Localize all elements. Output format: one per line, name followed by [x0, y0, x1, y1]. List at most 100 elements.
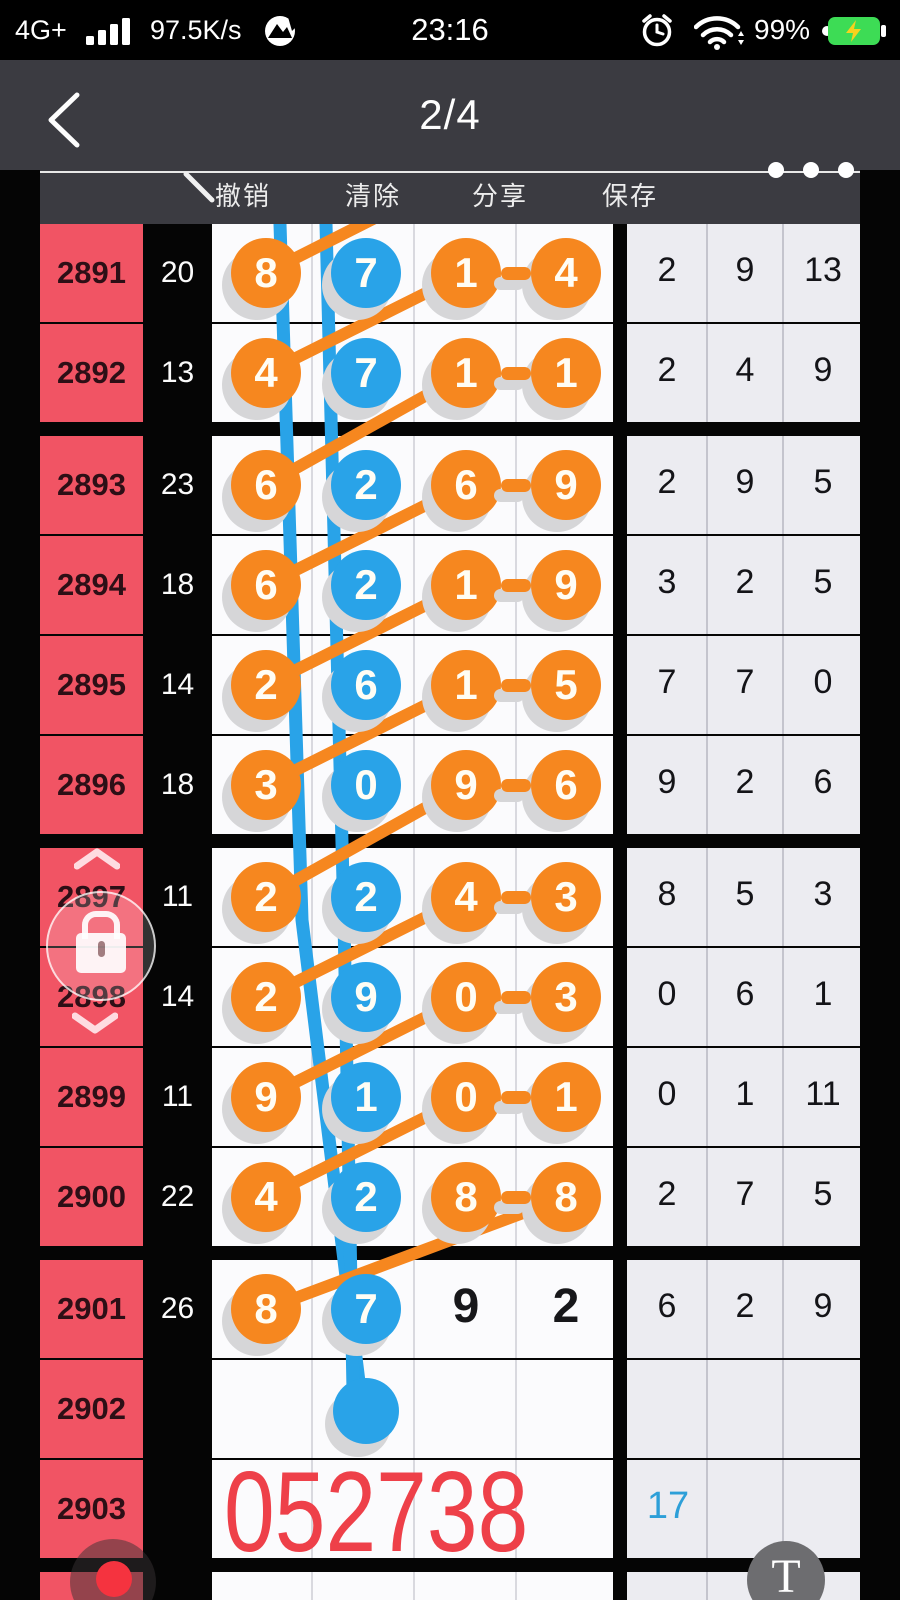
orange-ball: 3	[531, 862, 601, 932]
right-value-cell: 7	[657, 663, 677, 701]
pair-dash-connector	[501, 1191, 531, 1204]
orange-ball: 6	[431, 450, 501, 520]
right-value-cell: 5	[813, 463, 833, 501]
alarm-clock-icon	[642, 14, 672, 47]
ellipsis-dot	[838, 162, 854, 178]
blue-ball: 7	[331, 238, 401, 308]
right-value-cell: 2	[657, 251, 677, 289]
right-value-cell: 3	[657, 563, 677, 601]
right-values-row	[627, 1360, 860, 1458]
right-value-cell: 6	[813, 763, 833, 801]
right-value-cell: 4	[735, 351, 755, 389]
right-value-cell: 6	[735, 975, 755, 1013]
share-button[interactable]: 分享	[472, 181, 529, 211]
right-value-cell: 2	[735, 563, 755, 601]
orange-ball: 8	[231, 1274, 301, 1344]
sum-cell: 23	[160, 468, 195, 501]
right-value-cell: 2	[657, 1175, 677, 1213]
page-indicator-title: 2/4	[419, 91, 481, 138]
sum-cell: 11	[161, 880, 194, 913]
right-value-cell: 9	[813, 351, 833, 389]
period-cell: 2892	[40, 324, 143, 422]
period-cell: 2901	[40, 1260, 143, 1358]
save-button[interactable]: 保存	[602, 181, 659, 211]
orange-ball: 6	[231, 450, 301, 520]
ellipsis-dot	[803, 162, 819, 178]
battery-charging-icon	[822, 17, 886, 45]
orange-ball: 5	[531, 650, 601, 720]
toolbar-divider	[40, 171, 860, 173]
right-value-cell: 2	[735, 1287, 755, 1325]
right-value-cell: 6	[657, 1287, 677, 1325]
right-values-row	[627, 848, 860, 946]
right-values-row	[627, 1260, 860, 1358]
right-value-cell: 9	[735, 463, 755, 501]
pair-dash-connector	[501, 1091, 531, 1104]
period-cell: 2896	[40, 736, 143, 834]
chart-row-strip	[212, 1572, 613, 1600]
lock-scroll-button[interactable]	[46, 891, 156, 1001]
orange-ball: 2	[231, 962, 301, 1032]
period-cell: 2900	[40, 1148, 143, 1246]
pair-dash-connector	[501, 367, 531, 380]
text-tool-button[interactable]: T	[747, 1541, 825, 1600]
blue-ball: 6	[331, 650, 401, 720]
right-value-cell: 5	[813, 1175, 833, 1213]
right-value-cell: 5	[735, 875, 755, 913]
side-value-text: 17	[646, 1485, 690, 1527]
period-cell: 2895	[40, 636, 143, 734]
record-button[interactable]	[70, 1539, 156, 1600]
orange-ball: 3	[231, 750, 301, 820]
orange-ball: 9	[431, 750, 501, 820]
right-value-cell: 2	[657, 463, 677, 501]
chart-row-strip	[212, 1460, 613, 1558]
right-value-cell: 1	[813, 975, 833, 1013]
blue-marker-dot	[333, 1378, 399, 1444]
orange-ball: 1	[531, 338, 601, 408]
undo-button[interactable]: 撤销	[215, 181, 272, 211]
right-value-cell: 8	[657, 875, 677, 913]
orange-ball: 1	[531, 1062, 601, 1132]
right-value-cell: 9	[735, 251, 755, 289]
blue-ball: 2	[331, 450, 401, 520]
pair-dash-connector	[501, 891, 531, 904]
clear-button[interactable]: 清除	[345, 181, 402, 211]
period-cell: 2902	[40, 1360, 143, 1458]
scroll-up-chevron-icon[interactable]	[74, 848, 120, 870]
sum-cell: 20	[160, 256, 195, 289]
right-value-cell: 2	[657, 351, 677, 389]
status-bar: 4G+ 97.5K/s 23:16 99%	[0, 0, 900, 60]
wifi-icon	[694, 16, 744, 50]
record-dot-icon	[96, 1561, 132, 1597]
right-value-cell: 0	[657, 975, 677, 1013]
right-values-row	[627, 324, 860, 422]
sum-cell: 18	[160, 768, 195, 801]
right-value-cell: 9	[813, 1287, 833, 1325]
speed-app-icon	[265, 16, 298, 46]
orange-ball: 8	[431, 1162, 501, 1232]
toolbar-back-arrow-icon[interactable]	[182, 172, 216, 212]
right-value-cell: 5	[813, 563, 833, 601]
pair-dash-connector	[501, 267, 531, 280]
drawing-toolbar: 撤销 清除 分享 保存	[40, 170, 860, 224]
right-values-row	[627, 1048, 860, 1146]
scroll-down-chevron-icon[interactable]	[72, 1012, 118, 1034]
orange-ball: 1	[431, 650, 501, 720]
period-cell: 2891	[40, 224, 143, 322]
period-cell: 2899	[40, 1048, 143, 1146]
signal-strength-icon	[86, 18, 130, 45]
pair-dash-connector	[501, 479, 531, 492]
sum-cell: 11	[161, 1080, 194, 1113]
back-chevron-icon[interactable]	[45, 92, 85, 148]
blue-ball: 2	[331, 550, 401, 620]
ellipsis-dot	[768, 162, 784, 178]
right-values-row	[627, 1460, 860, 1558]
pair-dash-connector	[501, 579, 531, 592]
right-value-cell: 1	[735, 1075, 755, 1113]
orange-ball: 0	[431, 1062, 501, 1132]
right-value-cell: 9	[657, 763, 677, 801]
right-values-row	[627, 636, 860, 734]
right-values-row	[627, 536, 860, 634]
right-value-cell: 7	[735, 1175, 755, 1213]
